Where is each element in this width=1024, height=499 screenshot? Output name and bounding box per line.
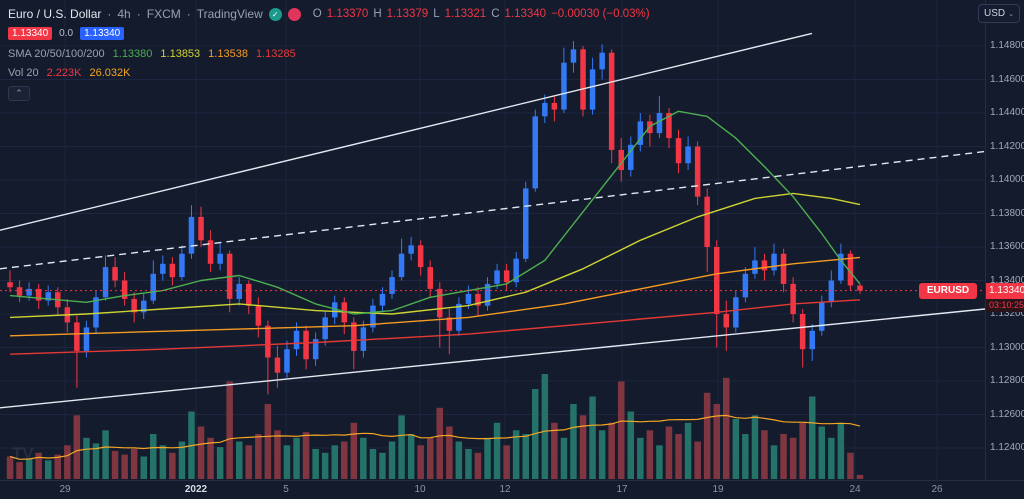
time-axis-label: 10	[414, 484, 426, 495]
high-value: 1.13379	[386, 8, 429, 20]
check-badge-icon: ✓	[268, 7, 282, 21]
sma200-value: 1.13285	[255, 47, 296, 60]
sma-indicator-row: SMA 20/50/100/200 1.13380 1.13853 1.1353…	[8, 47, 650, 60]
open-value: 1.13370	[326, 8, 369, 20]
price-axis-label: 1.13200	[990, 308, 1024, 319]
chart-legend: Euro / U.S. Dollar · 4h · FXCM · Trading…	[8, 5, 650, 101]
volume-indicator-label[interactable]: Vol 20	[8, 66, 39, 79]
time-axis-label: 12	[499, 484, 511, 495]
time-axis-label: 24	[849, 484, 861, 495]
trendlines[interactable]	[0, 32, 985, 409]
symbol-title[interactable]: Euro / U.S. Dollar	[8, 7, 102, 21]
price-axis-label: 1.13800	[990, 207, 1024, 219]
price-axis-label: 1.12800	[990, 375, 1024, 386]
alert-badge-icon	[287, 7, 301, 21]
separator: ·	[107, 7, 112, 21]
volume-value: 2.223K	[46, 66, 82, 79]
separator: ·	[136, 7, 141, 21]
volume-indicator-row: Vol 20 2.223K 26.032K	[8, 66, 650, 79]
time-axis-label: 19	[712, 484, 724, 495]
sma100-value: 1.13538	[208, 47, 248, 60]
tradingview-watermark-icon: TV	[12, 444, 34, 463]
price-axis-label: 1.13000	[990, 341, 1024, 353]
time-axis-label: 29	[59, 484, 71, 495]
chevron-down-icon: ⌄	[1008, 10, 1014, 18]
sma100-line	[9, 256, 861, 337]
currency-unit-label: USD	[984, 8, 1006, 19]
open-label: O	[312, 8, 322, 20]
time-axis-label: 26	[931, 484, 943, 495]
price-axis-label: 1.13600	[990, 241, 1024, 252]
sma200-line	[9, 299, 861, 355]
symbol-header-row: Euro / U.S. Dollar · 4h · FXCM · Trading…	[8, 5, 650, 23]
price-axis-label: 1.12400	[990, 442, 1024, 453]
low-value: 1.13321	[444, 8, 487, 20]
price-axis-label: 1.13400	[990, 274, 1024, 286]
volume-series	[6, 374, 864, 480]
currency-unit-button[interactable]: USD ⌄	[978, 4, 1020, 23]
exchange-label: FXCM	[146, 7, 181, 21]
close-label: C	[491, 8, 500, 20]
platform-label: TradingView	[196, 7, 263, 21]
price-axis-label: 1.14800	[990, 40, 1024, 51]
low-label: L	[433, 8, 440, 20]
close-value: 1.13340	[504, 8, 547, 20]
sma20-value: 1.13380	[112, 47, 153, 60]
separator: ·	[186, 7, 191, 21]
time-axis-label: 5	[283, 484, 289, 495]
price-alert-row: 1.13340 0.0 1.13340	[8, 26, 650, 41]
price-axis-label: 1.14200	[990, 140, 1024, 152]
alert-price-tag[interactable]: 1.13340	[8, 27, 53, 40]
chevron-up-icon: ⌃	[15, 88, 23, 98]
chart-plot-area[interactable]	[0, 0, 985, 480]
change-value: −0.00030 (−0.03%)	[551, 8, 650, 20]
time-axis-label: 2022	[184, 484, 208, 495]
position-pl-value: 0.0	[59, 28, 74, 39]
volume-ma-value: 26.032K	[89, 66, 131, 79]
volume-ma-line	[9, 414, 861, 460]
sma50-value: 1.13853	[160, 47, 201, 60]
high-label: H	[373, 8, 382, 20]
current-price-tag: 1.13340	[986, 282, 1024, 299]
sma50-line	[9, 192, 861, 319]
interval-label[interactable]: 4h	[117, 7, 131, 21]
sma20-line	[9, 110, 861, 315]
time-axis[interactable]: 29 2022 5 10 12 17 19 24 26	[0, 480, 1024, 499]
price-axis-label: 1.12600	[990, 408, 1024, 420]
sma-indicator-label[interactable]: SMA 20/50/100/200	[8, 47, 105, 60]
order-price-tag[interactable]: 1.13340	[80, 27, 125, 40]
bar-countdown-timer: 03:10:25	[986, 299, 1024, 313]
ohlc-readout: O 1.13370 H 1.13379 L 1.13321 C 1.13340 −0.0…	[313, 8, 650, 20]
price-axis-label: 1.14000	[990, 174, 1024, 185]
price-axis-label: 1.14600	[990, 73, 1024, 85]
symbol-price-label: EURUSD	[919, 282, 977, 299]
time-axis-label: 17	[616, 484, 628, 495]
price-axis[interactable]: 1.14800 1.14600 1.14400 1.14200 1.14000 1.138…	[985, 0, 1024, 480]
collapse-legend-button[interactable]: ⌃	[8, 86, 30, 101]
price-axis-label: 1.14400	[990, 107, 1024, 118]
